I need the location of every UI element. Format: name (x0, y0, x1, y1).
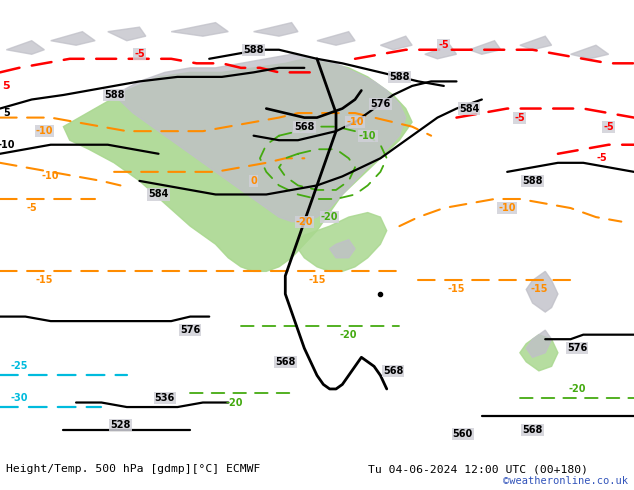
Text: -10: -10 (498, 203, 516, 213)
Text: 568: 568 (522, 425, 543, 435)
Polygon shape (425, 45, 456, 59)
Text: -20: -20 (321, 212, 339, 222)
Polygon shape (317, 32, 355, 45)
Polygon shape (51, 32, 95, 45)
Text: -10: -10 (0, 140, 15, 150)
Text: 5: 5 (3, 108, 10, 118)
Text: 568: 568 (294, 122, 314, 132)
Polygon shape (526, 271, 558, 312)
Text: -10: -10 (36, 126, 53, 136)
Text: -10: -10 (42, 172, 60, 181)
Polygon shape (520, 335, 558, 371)
Polygon shape (298, 213, 387, 271)
Text: -20: -20 (568, 384, 586, 394)
Text: 5: 5 (3, 81, 10, 91)
Text: -25: -25 (10, 361, 28, 371)
Text: 576: 576 (180, 325, 200, 335)
Text: 588: 588 (104, 90, 124, 100)
Polygon shape (380, 36, 412, 50)
Polygon shape (571, 45, 609, 59)
Text: 588: 588 (243, 45, 264, 55)
Text: -5: -5 (134, 49, 145, 59)
Text: 584: 584 (459, 103, 479, 114)
Polygon shape (526, 330, 552, 357)
Text: -20: -20 (226, 397, 243, 408)
Text: 568: 568 (383, 366, 403, 376)
Text: ©weatheronline.co.uk: ©weatheronline.co.uk (503, 476, 628, 486)
Text: -5: -5 (604, 122, 614, 132)
Text: Height/Temp. 500 hPa [gdmp][°C] ECMWF: Height/Temp. 500 hPa [gdmp][°C] ECMWF (6, 464, 261, 474)
Polygon shape (114, 54, 406, 221)
Text: 0: 0 (250, 176, 257, 186)
Text: -30: -30 (10, 393, 28, 403)
Text: -15: -15 (448, 285, 465, 294)
Text: 584: 584 (148, 190, 169, 199)
Text: -20: -20 (295, 217, 313, 226)
Text: 560: 560 (453, 429, 473, 439)
Polygon shape (520, 36, 552, 50)
Text: -15: -15 (530, 285, 548, 294)
Text: -15: -15 (308, 275, 326, 285)
Text: 568: 568 (275, 357, 295, 367)
Text: 528: 528 (110, 420, 131, 430)
Polygon shape (171, 23, 228, 36)
Text: -5: -5 (439, 40, 449, 50)
Text: -20: -20 (340, 330, 358, 340)
Text: 576: 576 (370, 99, 391, 109)
Polygon shape (469, 41, 501, 54)
Text: Tu 04-06-2024 12:00 UTC (00+180): Tu 04-06-2024 12:00 UTC (00+180) (368, 464, 588, 474)
Text: 576: 576 (567, 343, 587, 353)
Polygon shape (330, 240, 355, 258)
Text: 536: 536 (155, 393, 175, 403)
Text: -15: -15 (36, 275, 53, 285)
Polygon shape (254, 23, 298, 36)
Polygon shape (108, 27, 146, 41)
Text: -5: -5 (597, 153, 607, 163)
Polygon shape (6, 41, 44, 54)
Text: -10: -10 (359, 131, 377, 141)
Text: -5: -5 (27, 203, 37, 213)
Text: -5: -5 (515, 113, 525, 122)
Text: -10: -10 (346, 117, 364, 127)
Text: 588: 588 (389, 72, 410, 82)
Text: 588: 588 (522, 176, 543, 186)
Polygon shape (63, 59, 412, 271)
